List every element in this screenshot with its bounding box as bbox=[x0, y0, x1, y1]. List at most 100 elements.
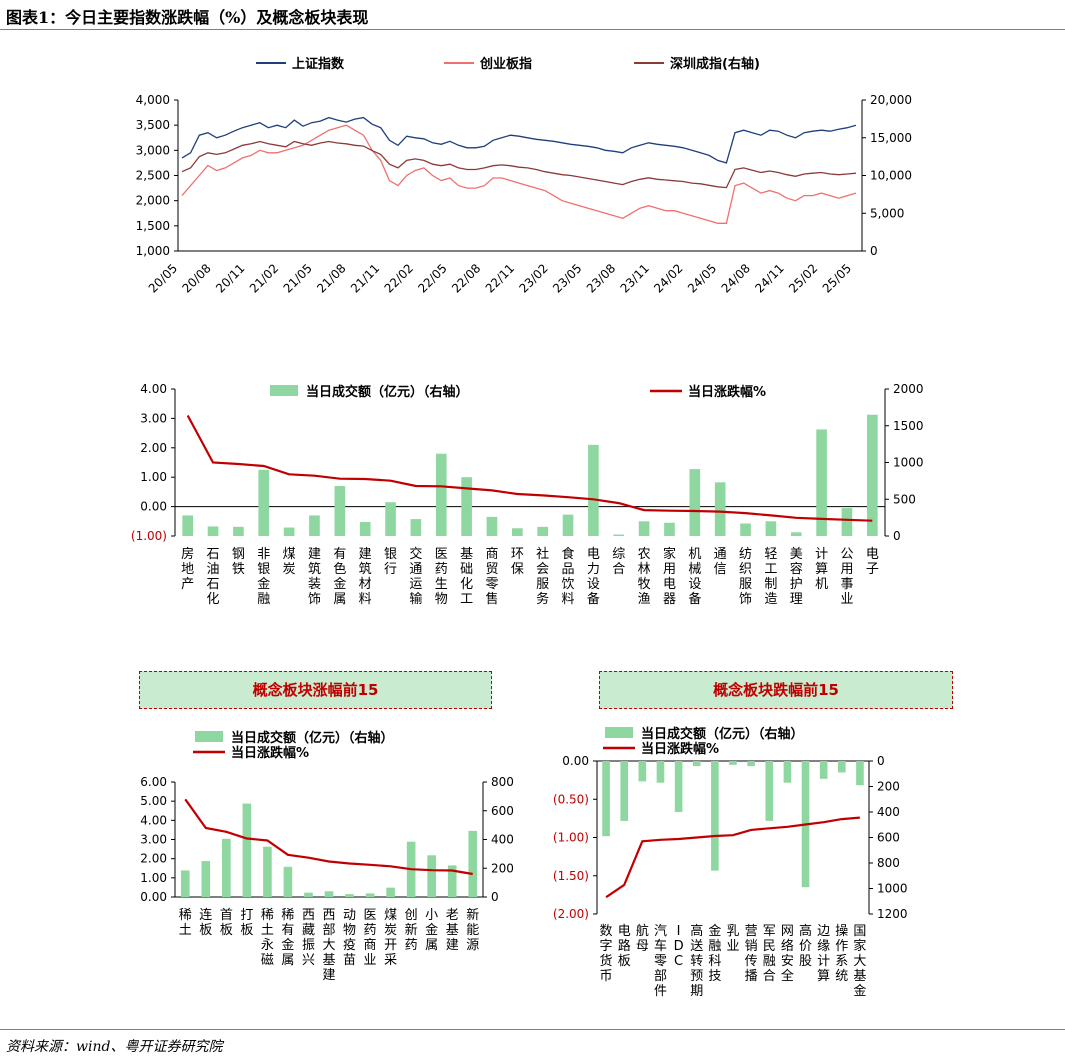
chart2-turnover-bar bbox=[588, 444, 599, 536]
chart4-category-label: 边缘计算 bbox=[817, 924, 830, 984]
chart3-right-tick: 400 bbox=[491, 833, 514, 847]
chart2-category-label: 建筑材料 bbox=[359, 547, 372, 607]
chart2-category-label: 煤炭 bbox=[283, 547, 296, 577]
chart4-turnover-bar bbox=[711, 761, 719, 871]
title-divider bbox=[0, 29, 1065, 30]
chart3-turnover-bar bbox=[201, 861, 211, 897]
chart3-right-tick: 600 bbox=[491, 804, 514, 818]
chart4-left-tick: (2.00) bbox=[553, 907, 589, 921]
chart1-x-tick: 23/05 bbox=[550, 261, 584, 295]
chart2-turnover-bar bbox=[359, 522, 371, 536]
chart3-turnover-bar bbox=[242, 803, 252, 897]
chart2-turnover-bar bbox=[207, 526, 219, 536]
chart1-series-line bbox=[181, 124, 857, 224]
chart2-turnover-bar bbox=[461, 477, 472, 536]
chart3-turnover-bar bbox=[386, 887, 395, 897]
chart2-turnover-bar bbox=[714, 482, 726, 536]
chart2-category-label: 银行 bbox=[384, 547, 397, 577]
chart3-turnover-bar bbox=[263, 846, 272, 897]
chart4-turnover-bar bbox=[656, 761, 665, 783]
chart2-legend-line-label: 当日涨跌幅% bbox=[688, 384, 766, 400]
chart1-left-tick: 1,000 bbox=[136, 244, 170, 258]
chart2-category-label: 非银金融 bbox=[257, 547, 270, 607]
chart2-category-label: 电子 bbox=[866, 547, 879, 577]
chart1-x-tick: 24/05 bbox=[685, 261, 719, 295]
chart1-x-tick: 24/08 bbox=[719, 261, 753, 295]
chart4-category-label: 电路板 bbox=[618, 924, 631, 969]
chart4-turnover-bar bbox=[837, 761, 846, 773]
chart3-left-tick: 2.00 bbox=[140, 852, 167, 866]
chart1-series-line bbox=[181, 116, 857, 164]
chart2-turnover-bar bbox=[841, 508, 853, 536]
chart3-right-tick: 0 bbox=[491, 890, 499, 904]
chart3-left-tick: 3.00 bbox=[140, 833, 167, 847]
chart3-left-tick: 5.00 bbox=[140, 794, 167, 808]
chart4-legend-bar-label: 当日成交额（亿元）（右轴） bbox=[641, 726, 804, 742]
chart3-category-label: 老基建 bbox=[446, 908, 459, 953]
chart2-left-tick: 4.00 bbox=[140, 382, 167, 396]
chart2-category-label: 医药生物 bbox=[435, 547, 448, 607]
chart1-left-tick: 3,500 bbox=[136, 118, 170, 132]
chart3-category-label: 创新药 bbox=[405, 908, 418, 953]
chart2-pct-line bbox=[186, 414, 873, 522]
chart4-category-label: 金融科技 bbox=[708, 923, 721, 984]
chart3-pct-line bbox=[184, 798, 473, 876]
chart2-category-label: 建筑装饰 bbox=[308, 547, 321, 607]
chart2-left-tick: 1.00 bbox=[140, 470, 167, 484]
chart2-left-tick: 0.00 bbox=[140, 500, 167, 514]
chart1-x-tick: 21/08 bbox=[314, 261, 348, 295]
chart3-turnover-bar bbox=[180, 870, 190, 897]
chart2-category-label: 通信 bbox=[714, 547, 727, 577]
chart2-legend-bar-label: 当日成交额（亿元）（右轴） bbox=[306, 384, 469, 400]
chart3-left-tick: 1.00 bbox=[140, 871, 167, 885]
chart2-category-label: 交通运输 bbox=[409, 546, 422, 607]
chart3-turnover-bar bbox=[324, 891, 334, 897]
chart2-turnover-bar bbox=[233, 526, 244, 536]
chart2-turnover-bar bbox=[182, 515, 194, 536]
chart2-turnover-bar bbox=[385, 502, 396, 536]
chart2-category-label: 计算机 bbox=[815, 547, 828, 592]
chart3-category-label: 首板 bbox=[220, 908, 233, 938]
chart3-category-label: 稀土永磁 bbox=[261, 908, 274, 968]
chart4-legend-bar-swatch bbox=[605, 727, 633, 738]
chart1-legend-label: 深圳成指(右轴) bbox=[670, 56, 760, 72]
chart1-x-tick: 22/11 bbox=[483, 261, 517, 295]
chart2-category-label: 公用事业 bbox=[840, 547, 853, 607]
chart4-category-label: 汽车零部件 bbox=[654, 924, 667, 999]
chart1-legend-label: 上证指数 bbox=[292, 56, 345, 72]
chart3-legend-bar-swatch bbox=[195, 731, 223, 742]
chart2-category-label: 钢铁 bbox=[232, 547, 245, 577]
chart3-right-tick: 800 bbox=[491, 775, 514, 789]
chart2-category-label: 综合 bbox=[612, 547, 625, 577]
chart4-category-label: 网络安全 bbox=[781, 924, 794, 984]
chart2-left-tick: (1.00) bbox=[131, 529, 167, 543]
chart2-category-label: 美容护理 bbox=[790, 547, 803, 607]
chart4-right-tick: 200 bbox=[877, 780, 900, 794]
chart3-category-label: 稀土 bbox=[179, 908, 192, 938]
chart1-x-tick: 24/11 bbox=[752, 261, 786, 295]
chart2-turnover-bar bbox=[283, 527, 295, 536]
chart1-x-tick: 23/11 bbox=[618, 261, 652, 295]
chart2-turnover-bar bbox=[790, 532, 802, 536]
chart4-right-tick: 400 bbox=[877, 805, 900, 819]
chart2-turnover-bar bbox=[258, 469, 270, 536]
chart2-turnover-bar bbox=[562, 514, 574, 536]
chart1-left-tick: 2,000 bbox=[136, 194, 170, 208]
chart2-right-tick: 0 bbox=[893, 529, 901, 543]
chart2-turnover-bar bbox=[486, 516, 498, 536]
chart2-category-label: 社会服务 bbox=[536, 546, 549, 607]
source-divider bbox=[0, 1029, 1065, 1030]
chart4-turnover-bar bbox=[729, 761, 737, 765]
chart3-turnover-bar bbox=[345, 894, 354, 897]
chart2-left-tick: 2.00 bbox=[140, 441, 167, 455]
chart1-x-tick: 20/05 bbox=[146, 261, 180, 295]
chart3-legend-bar-label: 当日成交额（亿元）（右轴） bbox=[231, 730, 394, 746]
chart2-turnover-bar bbox=[689, 469, 701, 536]
chart3-legend-line-label: 当日涨跌幅% bbox=[231, 745, 309, 761]
chart1-left-tick: 4,000 bbox=[136, 93, 170, 107]
chart4-right-tick: 800 bbox=[877, 856, 900, 870]
chart3-turnover-bar bbox=[365, 893, 375, 897]
chart2-right-tick: 1500 bbox=[893, 419, 924, 433]
chart2-turnover-bar bbox=[765, 521, 777, 536]
